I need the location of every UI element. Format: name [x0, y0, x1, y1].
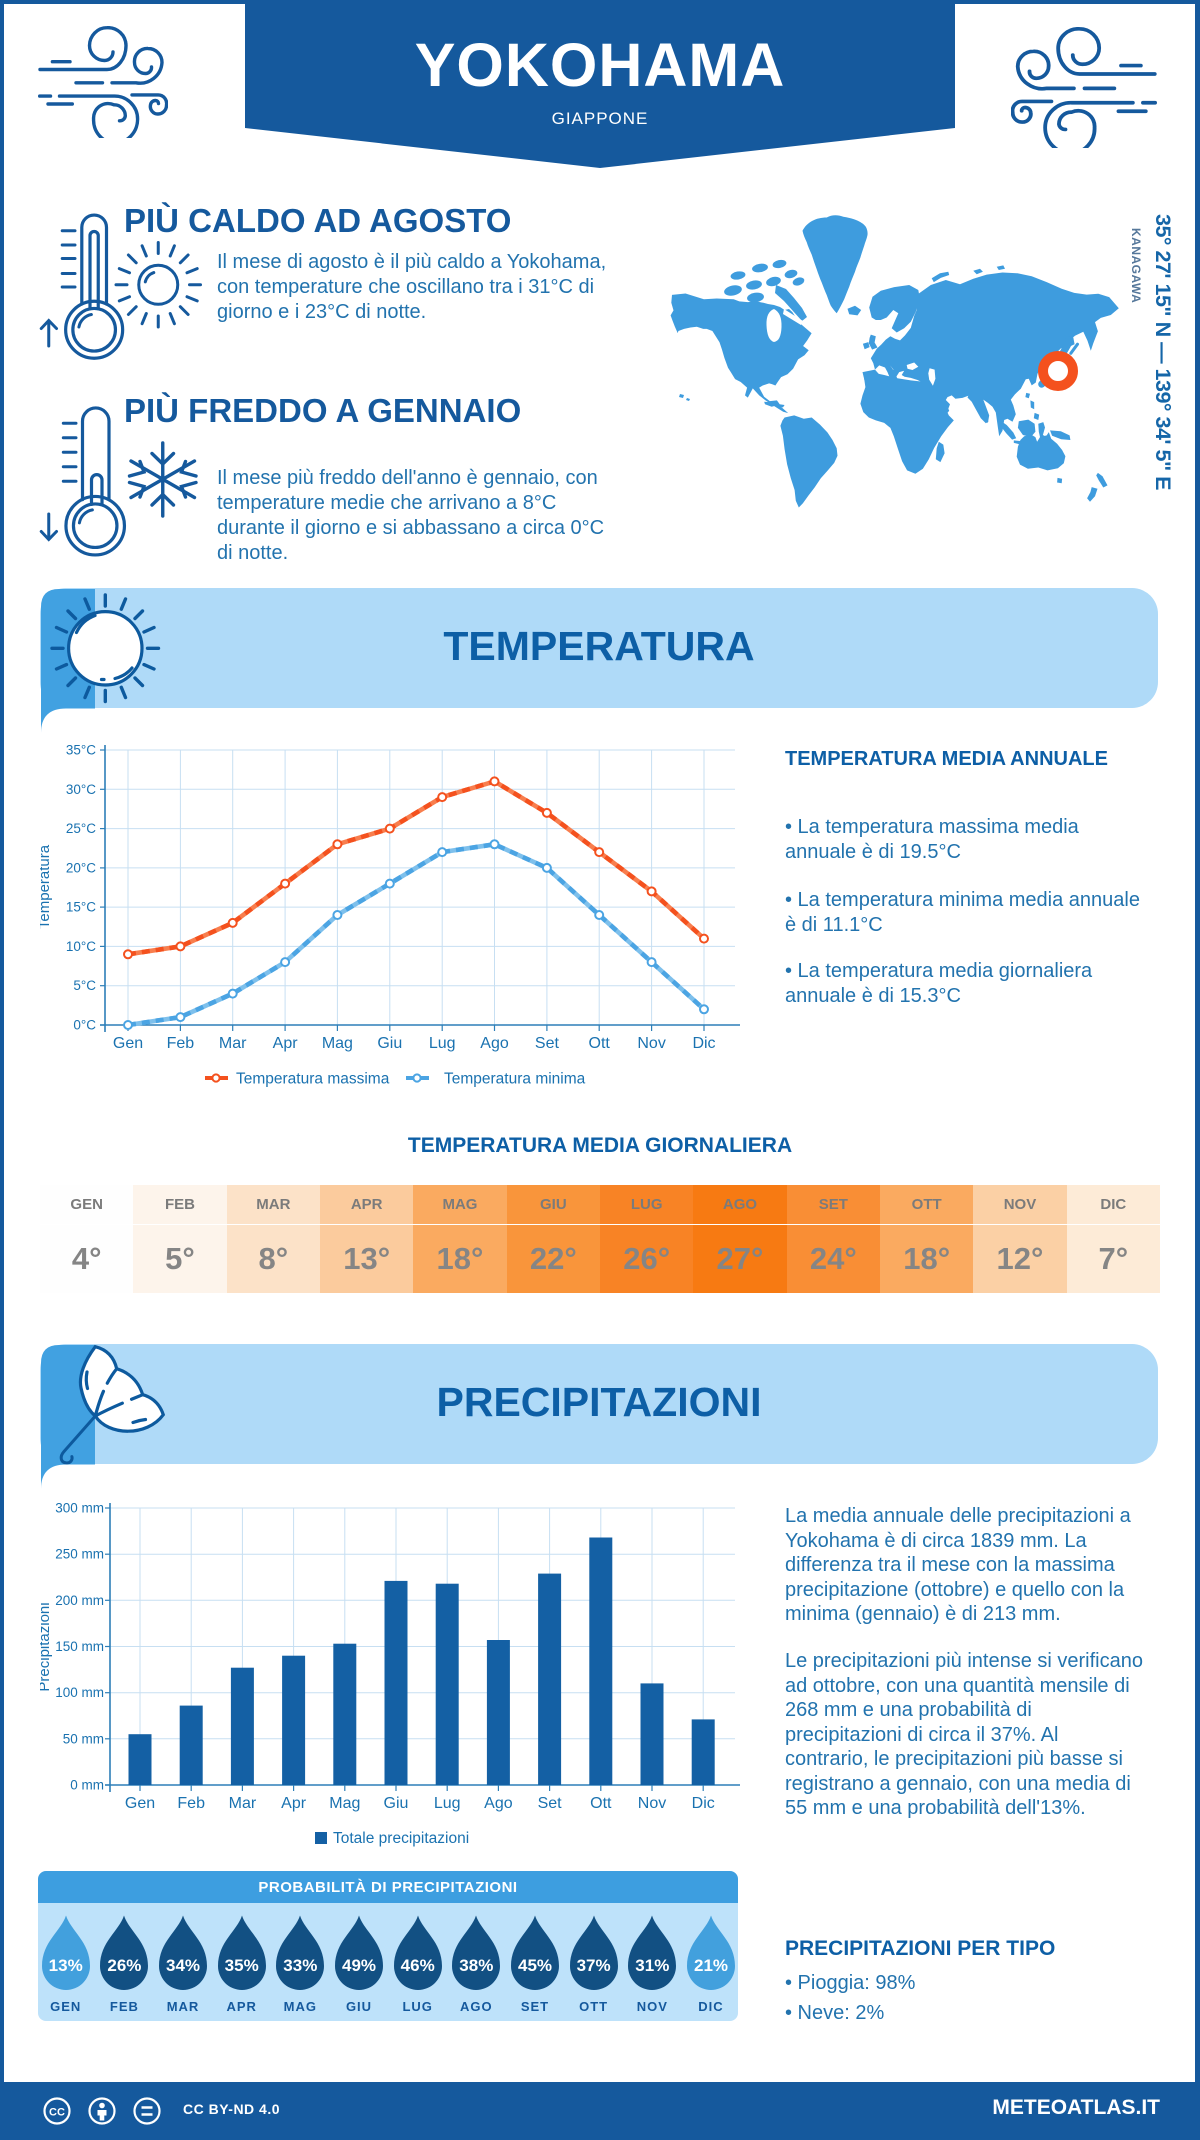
- svg-text:Nov: Nov: [637, 1035, 665, 1052]
- svg-text:Mag: Mag: [322, 1035, 353, 1052]
- svg-text:Giu: Giu: [384, 1795, 409, 1812]
- svg-text:0 mm: 0 mm: [70, 1778, 104, 1793]
- svg-text:150 mm: 150 mm: [55, 1639, 104, 1654]
- svg-text:Lug: Lug: [434, 1795, 461, 1812]
- svg-text:Gen: Gen: [125, 1795, 155, 1812]
- svg-text:15°C: 15°C: [66, 900, 96, 915]
- svg-text:Ago: Ago: [480, 1035, 509, 1052]
- svg-text:Nov: Nov: [638, 1795, 666, 1812]
- svg-text:100 mm: 100 mm: [55, 1685, 104, 1700]
- svg-text:CC: CC: [49, 2107, 65, 2119]
- svg-text:Ott: Ott: [590, 1795, 612, 1812]
- svg-text:10°C: 10°C: [66, 939, 96, 954]
- svg-text:30°C: 30°C: [66, 782, 96, 797]
- svg-text:Temperatura: Temperatura: [40, 844, 53, 929]
- svg-text:Gen: Gen: [113, 1035, 143, 1052]
- svg-text:Temperatura minima: Temperatura minima: [444, 1071, 586, 1088]
- svg-text:50 mm: 50 mm: [63, 1731, 104, 1746]
- svg-text:Temperatura massima: Temperatura massima: [236, 1071, 390, 1088]
- svg-text:20°C: 20°C: [66, 860, 96, 875]
- svg-text:Feb: Feb: [177, 1795, 205, 1812]
- svg-text:Mar: Mar: [229, 1795, 257, 1812]
- svg-text:Ott: Ott: [589, 1035, 611, 1052]
- svg-text:Totale precipitazioni: Totale precipitazioni: [333, 1830, 469, 1847]
- svg-text:Set: Set: [535, 1035, 560, 1052]
- svg-text:35°C: 35°C: [66, 743, 96, 758]
- svg-text:250 mm: 250 mm: [55, 1547, 104, 1562]
- svg-text:Set: Set: [538, 1795, 563, 1812]
- svg-text:Precipitazioni: Precipitazioni: [40, 1602, 53, 1691]
- svg-text:Lug: Lug: [429, 1035, 456, 1052]
- svg-text:Dic: Dic: [692, 1795, 715, 1812]
- svg-text:Giu: Giu: [377, 1035, 402, 1052]
- svg-text:Apr: Apr: [273, 1035, 299, 1052]
- svg-text:Mar: Mar: [219, 1035, 247, 1052]
- svg-text:Ago: Ago: [484, 1795, 513, 1812]
- svg-text:25°C: 25°C: [66, 821, 96, 836]
- svg-text:Feb: Feb: [167, 1035, 195, 1052]
- svg-text:Apr: Apr: [281, 1795, 307, 1812]
- svg-text:200 mm: 200 mm: [55, 1593, 104, 1608]
- svg-text:300 mm: 300 mm: [55, 1501, 104, 1516]
- svg-text:5°C: 5°C: [73, 978, 96, 993]
- svg-text:Mag: Mag: [329, 1795, 360, 1812]
- svg-text:Dic: Dic: [692, 1035, 715, 1052]
- svg-text:0°C: 0°C: [73, 1018, 96, 1033]
